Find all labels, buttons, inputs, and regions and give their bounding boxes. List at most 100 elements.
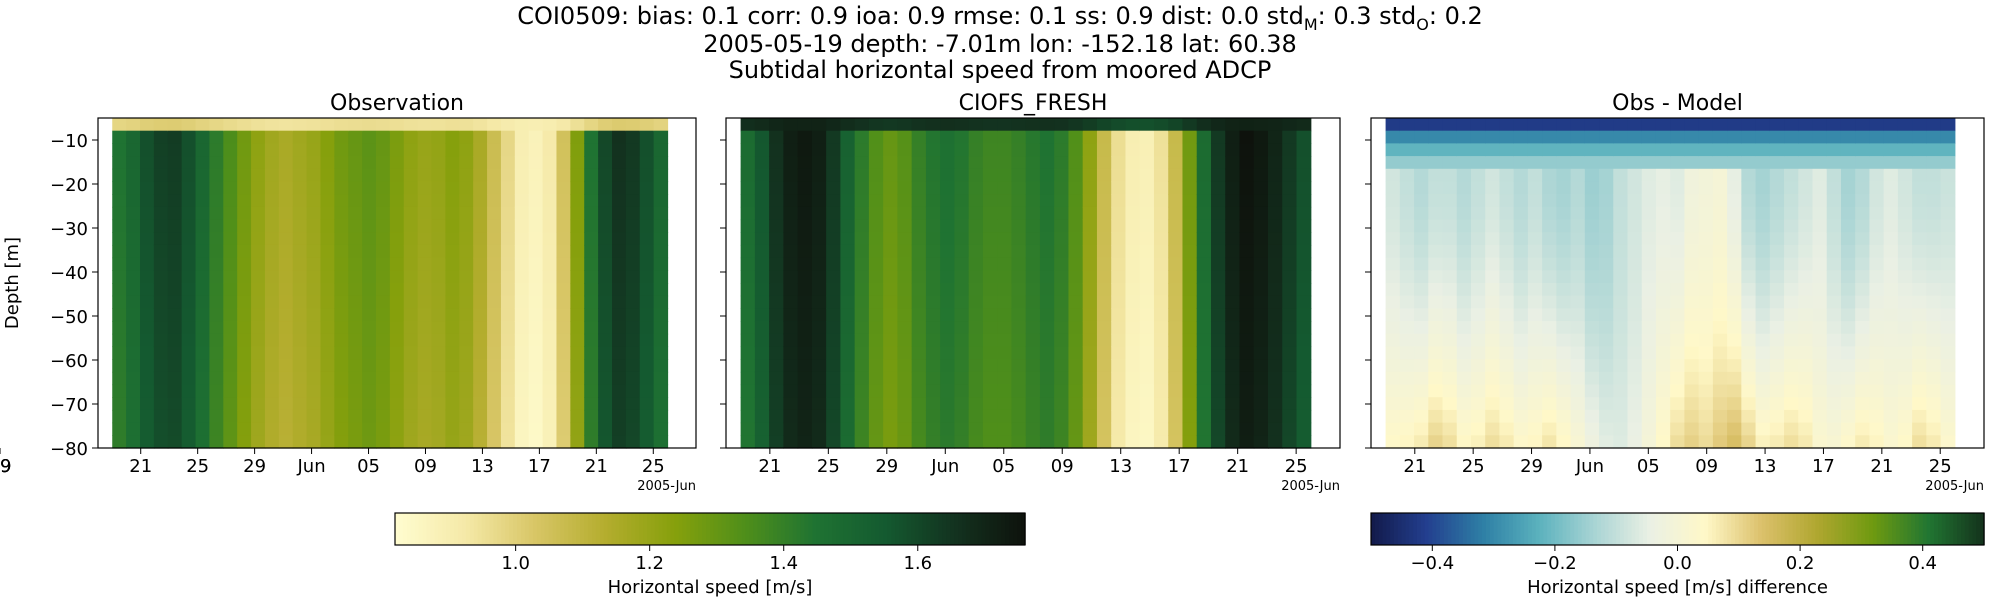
heatmap-cell <box>195 359 211 373</box>
heatmap-cell <box>1470 371 1486 386</box>
colorbar-swatch <box>568 513 573 545</box>
heatmap-cell <box>1940 181 1956 195</box>
heatmap-cell <box>1727 118 1742 132</box>
colorbar-swatch <box>576 513 581 545</box>
heatmap-cell <box>625 181 641 195</box>
heatmap-cell <box>1826 371 1842 386</box>
heatmap-cell <box>1712 118 1728 132</box>
heatmap-cell <box>1082 346 1098 360</box>
heatmap-cell <box>625 346 641 360</box>
heatmap-cell <box>840 257 856 271</box>
heatmap-cell <box>1670 130 1686 144</box>
colorbar-swatch <box>1017 513 1022 545</box>
heatmap-cell <box>1168 422 1184 436</box>
heatmap-cell <box>612 181 627 195</box>
heatmap-cell <box>783 295 799 309</box>
heatmap-cell <box>769 143 784 157</box>
heatmap-cell <box>209 346 224 360</box>
heatmap-cell <box>1556 143 1572 157</box>
heatmap-cell <box>1499 143 1515 157</box>
heatmap-cell <box>1599 295 1614 309</box>
heatmap-cell <box>1068 168 1084 183</box>
heatmap-cell <box>542 219 558 233</box>
heatmap-cell <box>348 232 363 246</box>
heatmap-cell <box>1253 321 1269 335</box>
colorbar-swatch <box>1961 513 1966 545</box>
heatmap-cell <box>1385 333 1401 348</box>
heatmap-cell <box>528 435 544 449</box>
x-tick-label: Jun <box>297 456 326 477</box>
heatmap-cell <box>1385 244 1401 259</box>
heatmap-cell <box>1869 359 1885 373</box>
colorbar-swatch <box>1570 513 1575 545</box>
heatmap-cell <box>251 435 266 449</box>
heatmap-cell <box>1869 168 1885 183</box>
heatmap-cell <box>1196 359 1212 373</box>
heatmap-cell <box>740 130 756 144</box>
heatmap-cell <box>1068 270 1084 284</box>
heatmap-cell <box>112 321 127 335</box>
heatmap-cell <box>639 397 655 411</box>
heatmap-cell <box>1268 219 1283 233</box>
heatmap-cell <box>1655 409 1671 424</box>
heatmap-cell <box>376 409 391 424</box>
heatmap-cell <box>1840 321 1856 335</box>
heatmap-cell <box>826 295 841 309</box>
colorbar-swatch <box>1551 513 1556 545</box>
heatmap-cell <box>556 168 571 183</box>
heatmap-cell <box>1527 181 1543 195</box>
x-tick-label: 05 <box>357 456 380 477</box>
heatmap-cell <box>209 143 224 157</box>
heatmap-cell <box>1513 130 1529 144</box>
heatmap-cell <box>1268 194 1283 208</box>
heatmap-cell <box>1025 232 1041 246</box>
heatmap-cell <box>954 232 970 246</box>
heatmap-cell <box>1039 143 1055 157</box>
heatmap-cell <box>362 333 377 348</box>
heatmap-cell <box>1485 283 1501 297</box>
colorbar-swatch <box>867 513 873 545</box>
heatmap-cell <box>584 206 599 221</box>
heatmap-cell <box>473 283 488 297</box>
heatmap-cell <box>1039 194 1055 208</box>
heatmap-cell <box>542 283 558 297</box>
heatmap-cell <box>1054 143 1070 157</box>
colorbar-swatch <box>1658 513 1663 545</box>
heatmap-cell <box>612 244 627 259</box>
heatmap-cell <box>797 321 813 335</box>
heatmap-cell <box>826 232 841 246</box>
heatmap-cell <box>362 206 377 221</box>
heatmap-cell <box>1655 346 1671 360</box>
heatmap-cell <box>1784 346 1799 360</box>
heatmap-cell <box>1570 371 1586 386</box>
heatmap-cell <box>1869 130 1885 144</box>
heatmap-cell <box>625 270 641 284</box>
heatmap-cell <box>1542 346 1557 360</box>
heatmap-cell <box>925 397 941 411</box>
heatmap-cell <box>653 397 669 411</box>
heatmap-cell <box>653 257 669 271</box>
heatmap-cell <box>417 308 433 322</box>
colorbar-swatch <box>1681 513 1686 545</box>
heatmap-cell <box>348 333 363 348</box>
heatmap-cell <box>811 409 827 424</box>
heatmap-cell <box>264 194 280 208</box>
heatmap-cell <box>1399 219 1415 233</box>
heatmap-cell <box>1912 206 1927 221</box>
heatmap-cell <box>1826 397 1842 411</box>
heatmap-cell <box>598 143 613 157</box>
heatmap-cell <box>625 397 641 411</box>
heatmap-cell <box>376 397 391 411</box>
heatmap-cell <box>195 194 211 208</box>
heatmap-cell <box>362 409 377 424</box>
heatmap-cell <box>1399 143 1415 157</box>
heatmap-cell <box>1826 257 1842 271</box>
heatmap-cell <box>1584 308 1600 322</box>
heatmap-cell <box>1556 156 1572 170</box>
heatmap-cell <box>1096 181 1112 195</box>
heatmap-cell <box>237 232 252 246</box>
heatmap-cell <box>1442 359 1458 373</box>
heatmap-cell <box>1513 181 1529 195</box>
heatmap-cell <box>528 206 544 221</box>
heatmap-cell <box>1054 384 1070 398</box>
